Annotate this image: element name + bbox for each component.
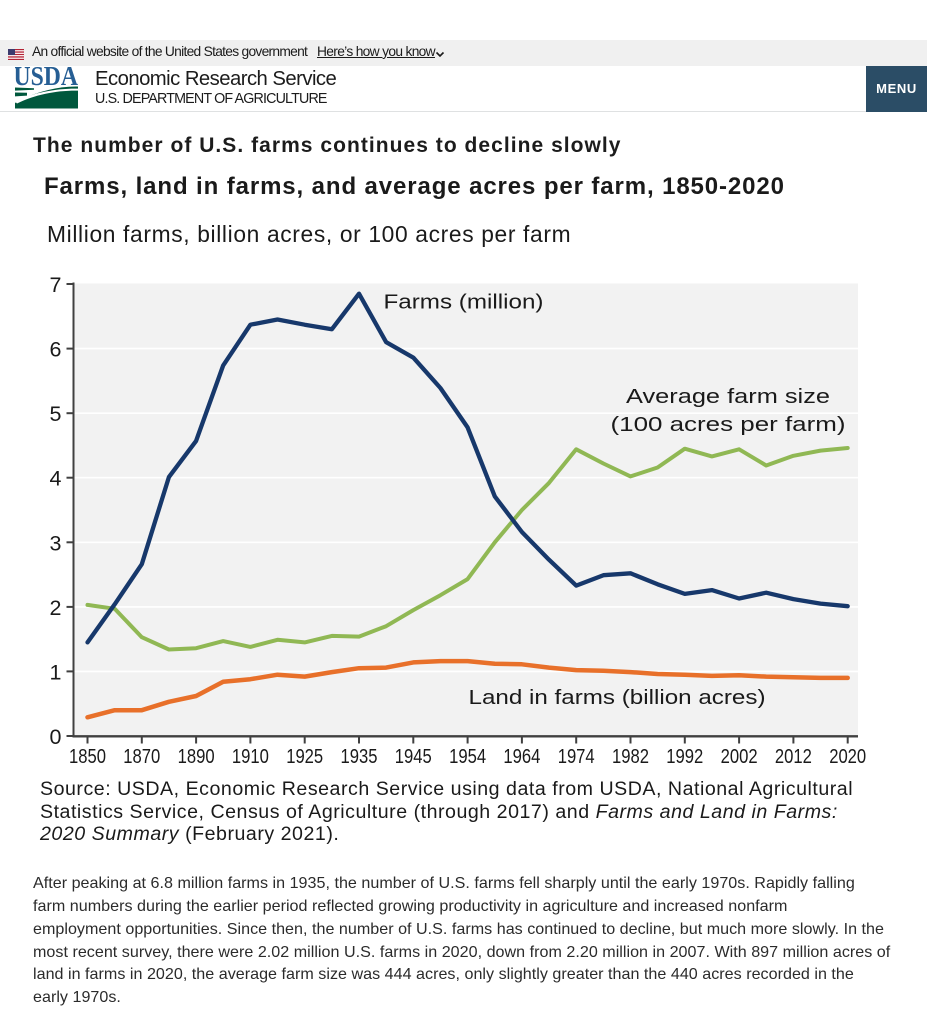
svg-text:1992: 1992 — [666, 746, 703, 768]
svg-text:2002: 2002 — [721, 746, 758, 768]
svg-text:1935: 1935 — [341, 746, 378, 768]
svg-text:Farms (million): Farms (million) — [384, 291, 544, 314]
svg-text:2: 2 — [50, 596, 62, 620]
svg-text:1954: 1954 — [449, 746, 486, 768]
svg-text:1925: 1925 — [286, 746, 323, 768]
svg-text:USDA: USDA — [15, 65, 78, 91]
svg-text:2020: 2020 — [829, 746, 866, 768]
svg-text:0: 0 — [50, 725, 62, 749]
svg-text:Land in farms (billion acres): Land in farms (billion acres) — [469, 686, 766, 709]
svg-text:1870: 1870 — [123, 746, 160, 768]
svg-text:(100 acres per farm): (100 acres per farm) — [611, 413, 846, 436]
svg-text:2012: 2012 — [775, 746, 812, 768]
svg-text:1: 1 — [50, 660, 62, 684]
svg-text:1890: 1890 — [178, 746, 215, 768]
svg-text:1974: 1974 — [558, 746, 595, 768]
svg-text:7: 7 — [50, 273, 62, 297]
svg-text:3: 3 — [50, 531, 62, 555]
svg-text:6: 6 — [50, 338, 62, 362]
svg-text:5: 5 — [50, 402, 62, 426]
svg-text:1982: 1982 — [612, 746, 649, 768]
svg-text:4: 4 — [50, 467, 62, 491]
svg-text:1910: 1910 — [232, 746, 269, 768]
svg-text:Average farm size: Average farm size — [626, 385, 830, 408]
svg-text:1850: 1850 — [69, 746, 106, 768]
svg-text:1945: 1945 — [395, 746, 432, 768]
svg-text:1964: 1964 — [503, 746, 540, 768]
